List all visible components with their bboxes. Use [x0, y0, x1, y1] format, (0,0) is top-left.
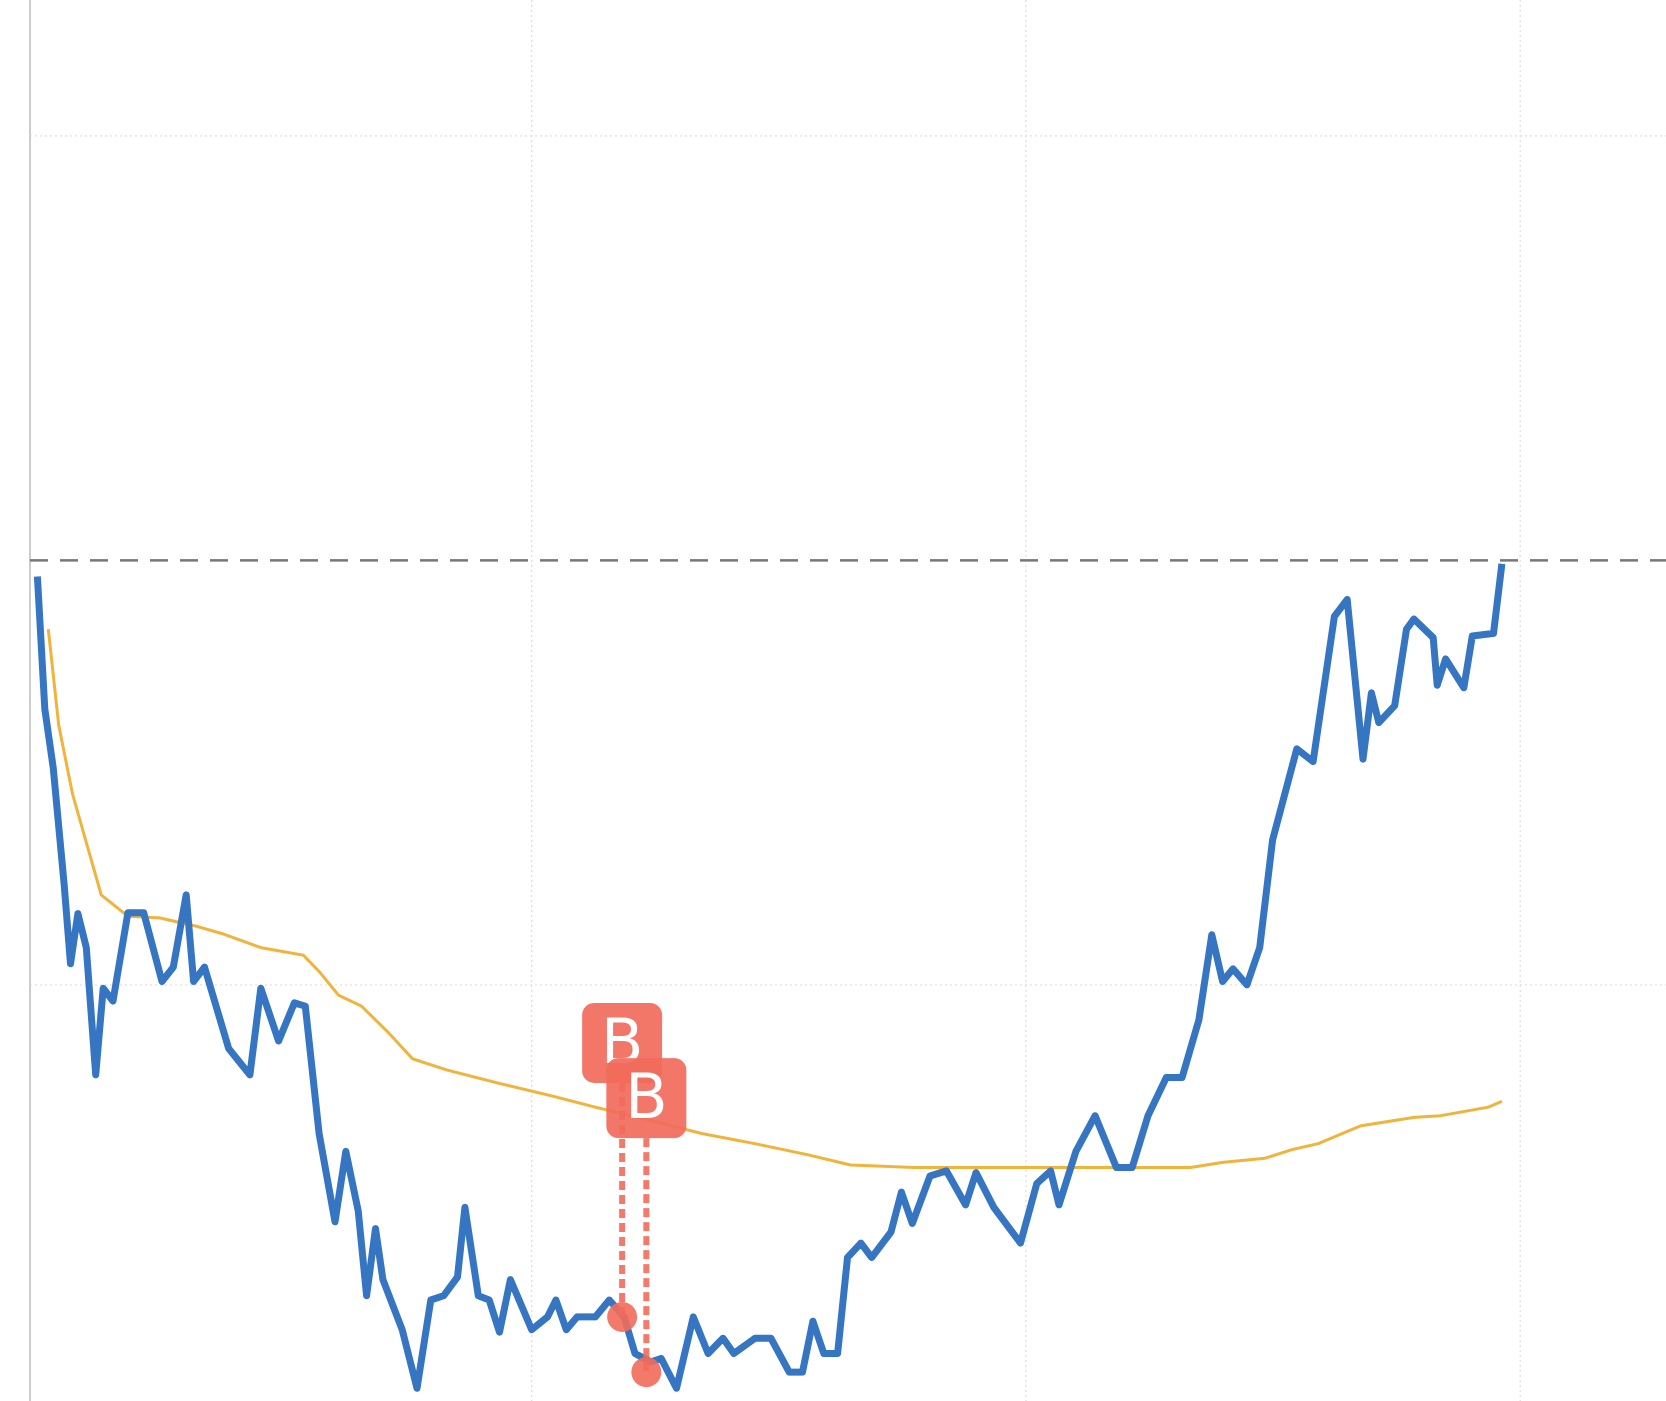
marker-label-box	[606, 1058, 687, 1139]
buy-marker	[607, 1301, 638, 1332]
buy-marker	[631, 1357, 662, 1388]
moving-average-line	[46, 629, 1503, 1169]
price-line	[33, 563, 1506, 1392]
marker-label: B	[625, 1060, 668, 1133]
